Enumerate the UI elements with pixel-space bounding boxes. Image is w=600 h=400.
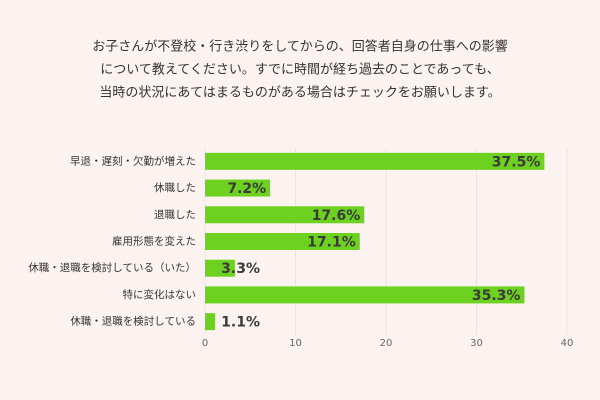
bar xyxy=(205,259,235,277)
value-label: 17.6% xyxy=(312,208,361,224)
value-label: 1.1% xyxy=(221,315,260,331)
bar xyxy=(205,152,545,170)
x-tick-label: 30 xyxy=(470,338,483,349)
chart-title: について教えてください。すでに時間が経ち過去のことであっても、 xyxy=(100,62,500,78)
chart-title: 当時の状況にあてはまるものがある場合はチェックをお願いします。 xyxy=(99,86,500,101)
y-tick-label: 特に変化はない xyxy=(123,288,197,301)
y-tick-label: 早退・遅刻・欠勤が増えた xyxy=(70,154,196,167)
bar xyxy=(205,313,215,331)
value-label: 3.3% xyxy=(221,261,260,277)
bar xyxy=(205,286,525,304)
x-tick-label: 20 xyxy=(380,338,393,349)
x-tick-label: 10 xyxy=(289,338,302,349)
x-tick-label: 40 xyxy=(561,338,574,349)
x-tick-label: 0 xyxy=(202,338,208,349)
y-tick-label: 休職・退職を検討している xyxy=(70,315,196,328)
chart-title: お子さんが不登校・行き渋りをしてからの、回答者自身の仕事への影響 xyxy=(92,39,508,55)
bar xyxy=(205,179,271,197)
y-tick-label: 雇用形態を変えた xyxy=(112,235,196,248)
value-label: 7.2% xyxy=(227,181,266,197)
value-label: 35.3% xyxy=(472,288,521,304)
value-label: 37.5% xyxy=(492,154,541,170)
y-tick-label: 休職した xyxy=(154,182,196,194)
y-tick-label: 休職・退職を検討している（いた） xyxy=(28,261,196,274)
value-label: 17.1% xyxy=(307,235,356,251)
bar xyxy=(205,233,360,250)
bar xyxy=(205,206,365,224)
y-tick-label: 退職した xyxy=(154,209,196,221)
